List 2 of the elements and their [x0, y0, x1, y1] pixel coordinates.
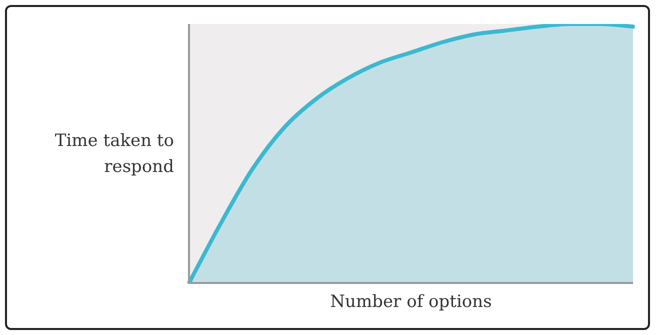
y-axis-title: Time taken to respond — [54, 130, 174, 179]
x-axis-title: Number of options — [329, 292, 493, 312]
